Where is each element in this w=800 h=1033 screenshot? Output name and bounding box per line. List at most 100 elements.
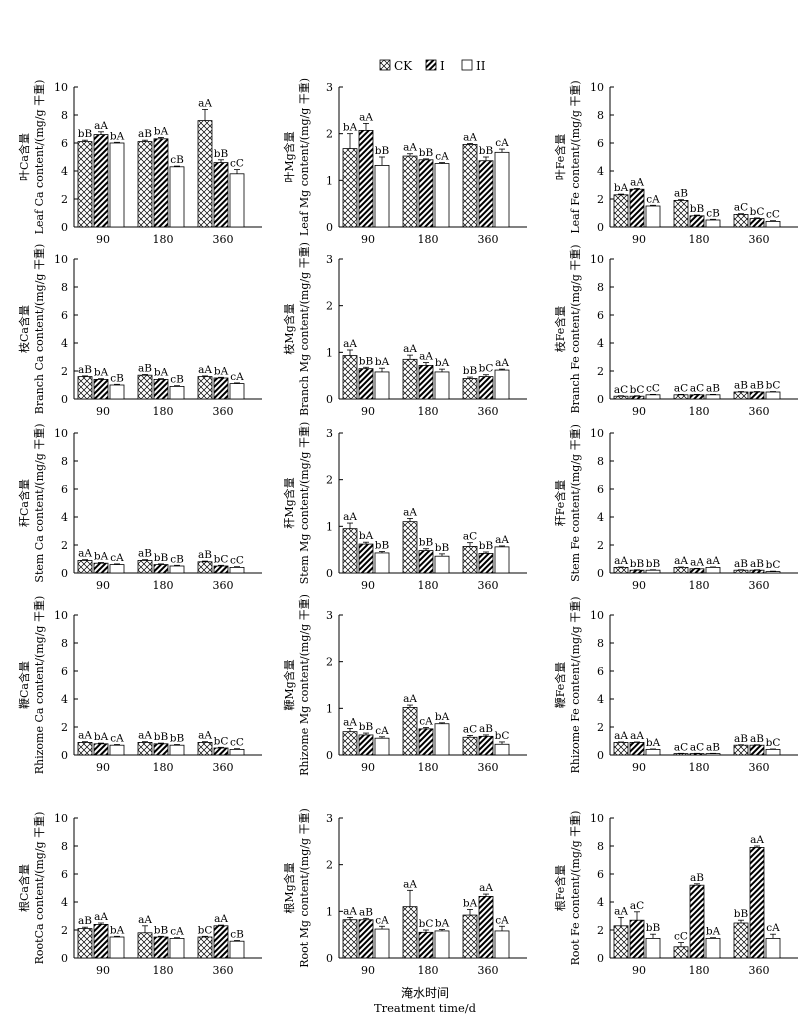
- significance-label: aA: [403, 343, 417, 355]
- y-tick-label: 3: [326, 812, 333, 825]
- significance-label: aA: [674, 555, 688, 567]
- bar-i: [93, 134, 109, 228]
- bar-ck: [733, 744, 749, 756]
- significance-label: aB: [479, 723, 493, 735]
- significance-label: cA: [419, 715, 433, 727]
- bar-i: [689, 394, 705, 400]
- bar-ii: [434, 555, 450, 574]
- significance-label: aB: [734, 558, 748, 570]
- significance-label: aA: [630, 177, 644, 189]
- bar-ck: [613, 742, 629, 756]
- bar-ii: [705, 394, 721, 400]
- bar-i: [689, 884, 705, 959]
- bar-i: [153, 743, 169, 756]
- y-axis-title-cn: 叶Fe含量: [553, 134, 567, 181]
- y-tick-label: 6: [61, 665, 68, 678]
- bar-ii: [229, 383, 245, 400]
- bar-i: [418, 550, 434, 574]
- x-tick-label: 90: [96, 761, 110, 774]
- x-tick-label: 180: [689, 579, 710, 592]
- y-tick-label: 4: [61, 693, 68, 706]
- y-tick-label: 4: [61, 337, 68, 350]
- significance-label: aC: [690, 741, 704, 753]
- significance-label: aA: [343, 511, 357, 523]
- y-tick-label: 3: [326, 253, 333, 266]
- bar-ck: [462, 143, 478, 228]
- bar-i: [478, 553, 494, 574]
- bar-i: [153, 138, 169, 228]
- bar-ii: [494, 930, 510, 959]
- bar-i: [689, 568, 705, 574]
- significance-label: aA: [343, 905, 357, 917]
- bar-ii: [109, 564, 125, 574]
- bar-ii: [765, 571, 781, 574]
- bar-ck: [77, 376, 93, 400]
- bar-ck: [77, 560, 93, 574]
- significance-label: cC: [766, 209, 780, 221]
- significance-label: aC: [463, 723, 477, 735]
- y-axis-title-en: Stem Fe content/(mg/g 干重): [568, 424, 582, 582]
- bar-ii: [374, 552, 390, 574]
- x-tick-label: 90: [96, 233, 110, 246]
- bar-ii: [374, 371, 390, 400]
- bar-ii: [434, 930, 450, 959]
- y-axis-title-cn: 叶Mg含量: [282, 131, 296, 182]
- significance-label: bB: [359, 721, 374, 733]
- significance-label: bA: [375, 356, 390, 368]
- bar-ck: [197, 742, 213, 756]
- bar-ii: [705, 753, 721, 756]
- significance-label: aA: [138, 914, 152, 926]
- bar-i: [629, 742, 645, 756]
- y-tick-label: 4: [597, 896, 604, 909]
- y-axis-title-en: Branch Mg content/(mg/g 干重): [297, 242, 311, 416]
- y-tick-label: 0: [326, 952, 333, 965]
- bar-ck: [613, 925, 629, 959]
- x-tick-label: 90: [632, 964, 646, 977]
- y-tick-label: 0: [61, 567, 68, 580]
- y-tick-label: 0: [597, 393, 604, 406]
- bar-i: [418, 364, 434, 400]
- y-tick-label: 6: [61, 309, 68, 322]
- bar-i: [213, 565, 229, 574]
- significance-label: aA: [198, 97, 212, 109]
- y-tick-label: 8: [61, 455, 68, 468]
- x-tick-label: 90: [96, 579, 110, 592]
- significance-label: bB: [170, 733, 185, 745]
- y-tick-label: 10: [590, 427, 604, 440]
- bar-ii: [109, 744, 125, 756]
- y-tick-label: 8: [61, 840, 68, 853]
- significance-label: bB: [359, 355, 374, 367]
- bar-ck: [77, 928, 93, 959]
- y-tick-label: 0: [61, 749, 68, 762]
- bar-i: [629, 569, 645, 574]
- x-tick-label: 180: [153, 761, 174, 774]
- significance-label: aA: [690, 556, 704, 568]
- bar-ck: [733, 213, 749, 228]
- significance-label: bC: [214, 735, 229, 747]
- y-tick-label: 6: [597, 137, 604, 150]
- y-tick-label: 2: [61, 721, 68, 734]
- significance-label: cB: [170, 154, 184, 166]
- x-tick-label: 180: [153, 579, 174, 592]
- x-tick-label: 90: [632, 761, 646, 774]
- significance-label: cA: [375, 914, 389, 926]
- bar-ck: [137, 932, 153, 959]
- significance-label: bA: [435, 918, 450, 930]
- x-tick-label: 90: [96, 405, 110, 418]
- y-tick-label: 4: [61, 165, 68, 178]
- bar-i: [153, 378, 169, 400]
- y-axis-title-en: Stem Mg content/(mg/g 干重): [297, 422, 311, 585]
- bar-ii: [374, 928, 390, 959]
- y-tick-label: 4: [61, 896, 68, 909]
- significance-label: bA: [214, 365, 229, 377]
- bar-ck: [673, 199, 689, 228]
- significance-label: bC: [766, 559, 781, 571]
- y-tick-label: 6: [61, 137, 68, 150]
- significance-label: cA: [110, 733, 124, 745]
- significance-label: bB: [214, 148, 229, 160]
- y-axis-title-en: Leaf Mg content/(mg/g 干重): [297, 78, 311, 236]
- bar-ii: [765, 391, 781, 400]
- bar-ck: [402, 906, 418, 959]
- significance-label: bB: [734, 908, 749, 920]
- bar-i: [749, 847, 765, 959]
